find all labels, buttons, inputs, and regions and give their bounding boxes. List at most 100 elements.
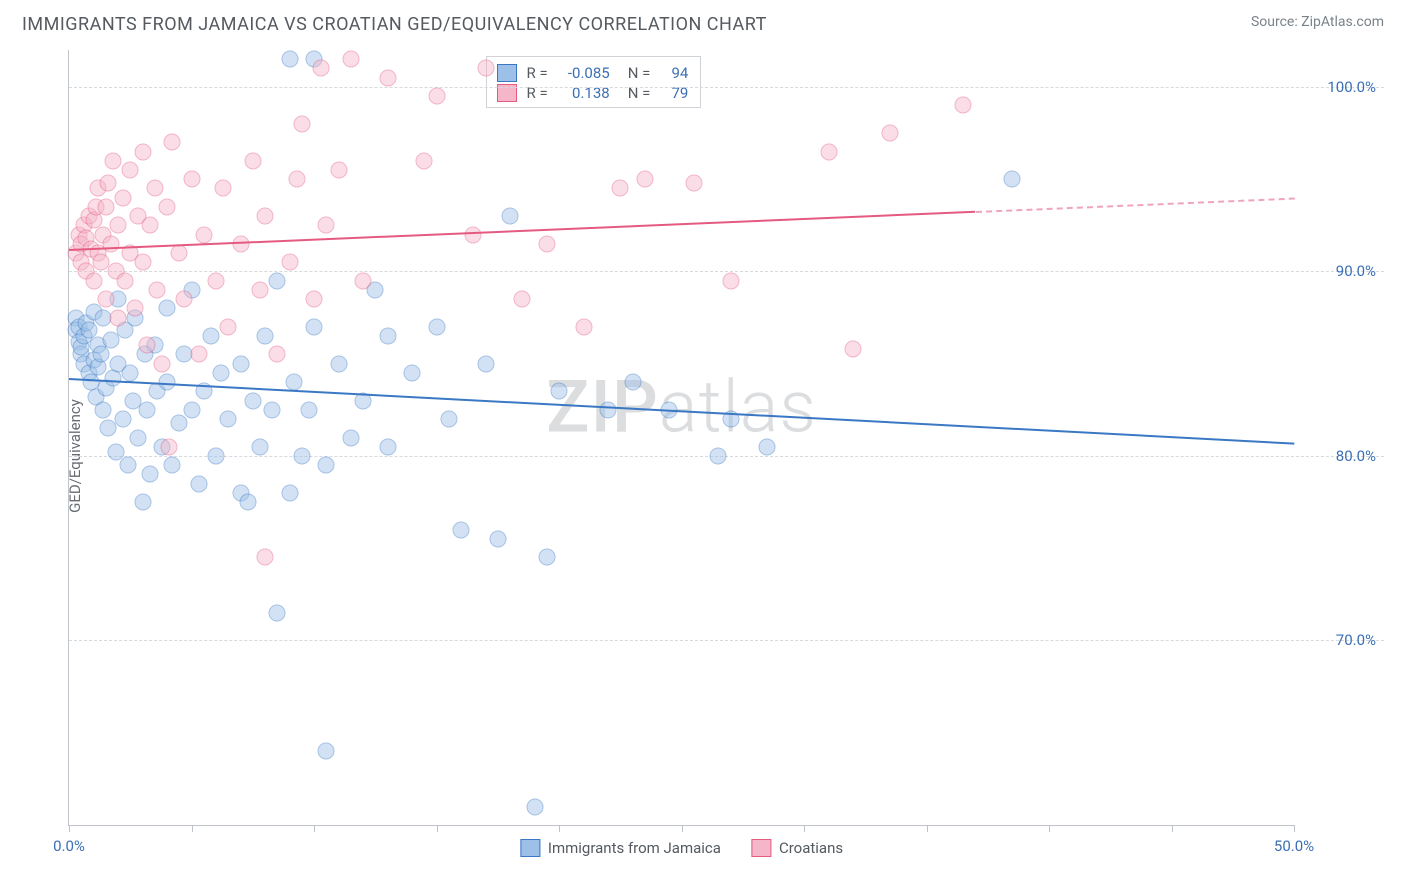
data-point-croatia <box>105 152 122 169</box>
data-point-croatia <box>127 300 144 317</box>
data-point-jamaica <box>538 549 555 566</box>
x-tick <box>437 825 438 832</box>
legend-item-croatia: Croatians <box>751 839 843 857</box>
data-point-croatia <box>955 97 972 114</box>
data-point-croatia <box>244 152 261 169</box>
data-point-jamaica <box>286 374 303 391</box>
data-point-croatia <box>342 51 359 68</box>
data-point-jamaica <box>440 411 457 428</box>
data-point-jamaica <box>141 466 158 483</box>
data-point-jamaica <box>526 798 543 815</box>
data-point-jamaica <box>624 374 641 391</box>
data-point-croatia <box>722 272 739 289</box>
legend-row-jamaica: R =-0.085N =94 <box>497 64 689 82</box>
data-point-croatia <box>252 281 269 298</box>
data-point-jamaica <box>220 411 237 428</box>
data-point-croatia <box>845 340 862 357</box>
data-point-croatia <box>110 309 127 326</box>
gridline <box>69 87 1384 88</box>
data-point-croatia <box>428 88 445 105</box>
data-point-croatia <box>114 189 131 206</box>
data-point-jamaica <box>134 494 151 511</box>
data-point-jamaica <box>600 401 617 418</box>
y-tick-label: 90.0% <box>1336 262 1376 280</box>
data-point-jamaica <box>342 429 359 446</box>
data-point-croatia <box>288 171 305 188</box>
data-point-croatia <box>306 291 323 308</box>
y-tick-label: 70.0% <box>1336 631 1376 649</box>
data-point-jamaica <box>203 328 220 345</box>
source-link[interactable]: ZipAtlas.com <box>1301 14 1384 30</box>
data-point-jamaica <box>183 401 200 418</box>
data-point-jamaica <box>318 457 335 474</box>
data-point-croatia <box>102 235 119 252</box>
data-point-croatia <box>636 171 653 188</box>
data-point-jamaica <box>281 51 298 68</box>
x-tick <box>69 825 70 832</box>
y-tick-label: 100.0% <box>1327 78 1376 96</box>
data-point-jamaica <box>379 438 396 455</box>
x-tick <box>559 825 560 832</box>
data-point-jamaica <box>190 475 207 492</box>
data-point-croatia <box>257 208 274 225</box>
data-point-croatia <box>538 235 555 252</box>
series-legend: Immigrants from Jamaica Croatians <box>520 839 843 857</box>
x-tick <box>1172 825 1173 832</box>
legend-swatch <box>751 839 771 857</box>
data-point-jamaica <box>105 370 122 387</box>
data-point-croatia <box>355 272 372 289</box>
data-point-croatia <box>122 161 139 178</box>
x-tick-label: 50.0% <box>1274 837 1314 855</box>
x-tick-label: 0.0% <box>53 837 85 855</box>
data-point-croatia <box>134 254 151 271</box>
data-point-croatia <box>110 217 127 234</box>
data-point-jamaica <box>428 318 445 335</box>
data-point-croatia <box>612 180 629 197</box>
legend-item-jamaica: Immigrants from Jamaica <box>520 839 721 857</box>
data-point-jamaica <box>301 401 318 418</box>
data-point-croatia <box>85 272 102 289</box>
legend-swatch <box>520 839 540 857</box>
data-point-jamaica <box>502 208 519 225</box>
data-point-jamaica <box>95 401 112 418</box>
data-point-jamaica <box>293 447 310 464</box>
data-point-croatia <box>215 180 232 197</box>
data-point-croatia <box>477 60 494 77</box>
legend-n-label: N = <box>628 64 651 82</box>
data-point-croatia <box>330 161 347 178</box>
data-point-croatia <box>117 272 134 289</box>
data-point-jamaica <box>330 355 347 372</box>
data-point-jamaica <box>171 414 188 431</box>
data-point-croatia <box>416 152 433 169</box>
data-point-jamaica <box>208 447 225 464</box>
x-tick <box>314 825 315 832</box>
data-point-croatia <box>465 226 482 243</box>
data-point-jamaica <box>163 457 180 474</box>
legend-label: Immigrants from Jamaica <box>548 839 721 857</box>
data-point-jamaica <box>477 355 494 372</box>
legend-r-value: -0.085 <box>558 64 610 82</box>
stats-legend: R =-0.085N =94R =0.138N =79 <box>486 56 702 108</box>
legend-label: Croatians <box>779 839 843 857</box>
data-point-croatia <box>154 355 171 372</box>
data-point-jamaica <box>244 392 261 409</box>
data-point-jamaica <box>239 494 256 511</box>
data-point-croatia <box>163 134 180 151</box>
data-point-croatia <box>183 171 200 188</box>
plot-area: ZIPatlas R =-0.085N =94R =0.138N =79 Imm… <box>68 50 1294 826</box>
data-point-croatia <box>100 174 117 191</box>
data-point-jamaica <box>122 364 139 381</box>
data-point-jamaica <box>114 411 131 428</box>
chart-title: IMMIGRANTS FROM JAMAICA VS CROATIAN GED/… <box>22 14 767 35</box>
data-point-croatia <box>97 198 114 215</box>
data-point-croatia <box>269 346 286 363</box>
data-point-croatia <box>176 291 193 308</box>
data-point-jamaica <box>489 531 506 548</box>
data-point-jamaica <box>551 383 568 400</box>
x-tick <box>682 825 683 832</box>
data-point-jamaica <box>119 457 136 474</box>
data-point-croatia <box>514 291 531 308</box>
data-point-croatia <box>139 337 156 354</box>
data-point-jamaica <box>318 743 335 760</box>
data-point-croatia <box>134 143 151 160</box>
